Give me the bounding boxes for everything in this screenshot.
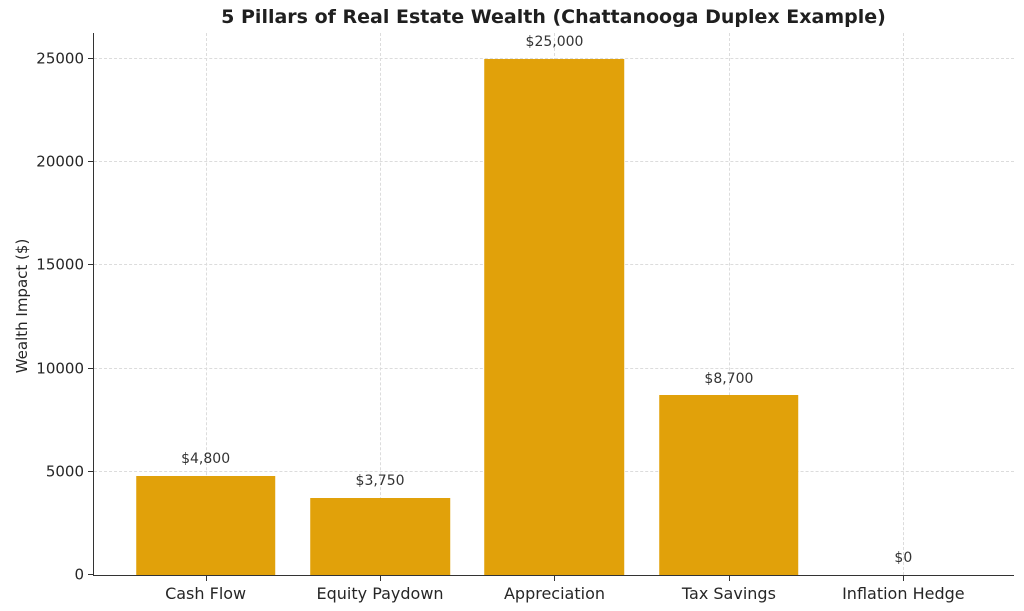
bar-group-cash-flow: $4,800 Cash Flow xyxy=(118,33,292,603)
x-category-label: Inflation Hedge xyxy=(842,584,965,603)
horizontal-gridline xyxy=(94,57,1014,59)
y-tick-mark xyxy=(88,367,94,369)
bar-tax-savings xyxy=(659,395,799,575)
x-tick-mark xyxy=(728,575,730,581)
bar-group-inflation-hedge: $0 Inflation Hedge xyxy=(816,33,990,603)
x-category-label: Tax Savings xyxy=(681,584,776,603)
vertical-gridline xyxy=(728,33,730,575)
bar-value-label: $25,000 xyxy=(525,34,584,51)
bar-value-label: $3,750 xyxy=(355,472,405,489)
y-tick-mark xyxy=(88,470,94,472)
bar-group-appreciation: $25,000 Appreciation xyxy=(467,33,641,603)
y-tick-label: 0 xyxy=(74,565,84,584)
vertical-gridline xyxy=(903,33,905,575)
y-tick-label: 5000 xyxy=(45,462,84,481)
y-tick-mark xyxy=(88,161,94,163)
bar-group-equity-paydown: $3,750 Equity Paydown xyxy=(293,33,467,603)
y-tick-mark xyxy=(88,264,94,266)
bar-value-label: $4,800 xyxy=(181,451,231,468)
y-tick-mark xyxy=(88,574,94,575)
bar-value-label: $0 xyxy=(894,550,913,567)
x-category-label: Equity Paydown xyxy=(316,584,444,603)
x-category-label: Appreciation xyxy=(503,584,605,603)
y-tick-mark xyxy=(88,57,94,59)
bar-cash-flow xyxy=(135,475,276,575)
vertical-gridline xyxy=(205,33,207,575)
y-tick-label: 25000 xyxy=(36,49,84,68)
x-tick-mark xyxy=(903,575,905,581)
x-tick-mark xyxy=(205,575,207,581)
plot-area: 0 5000 10000 15000 20000 25000 $4,800 Cash Fl… xyxy=(36,33,1014,603)
y-tick-label: 15000 xyxy=(36,255,84,274)
y-axis-label: Wealth Impact ($) xyxy=(13,238,31,374)
bar-value-label: $8,700 xyxy=(704,370,754,387)
bar-group-tax-savings: $8,700 Tax Savings xyxy=(642,33,816,603)
bar-appreciation xyxy=(484,58,625,575)
x-category-label: Cash Flow xyxy=(165,584,247,603)
y-tick-label: 10000 xyxy=(36,359,84,378)
chart-title: 5 Pillars of Real Estate Wealth (Chattan… xyxy=(221,6,886,28)
x-tick-mark xyxy=(380,575,382,581)
x-tick-mark xyxy=(554,575,556,581)
y-tick-label: 20000 xyxy=(36,152,84,171)
vertical-gridline xyxy=(380,33,382,575)
bar-equity-paydown xyxy=(310,497,450,575)
